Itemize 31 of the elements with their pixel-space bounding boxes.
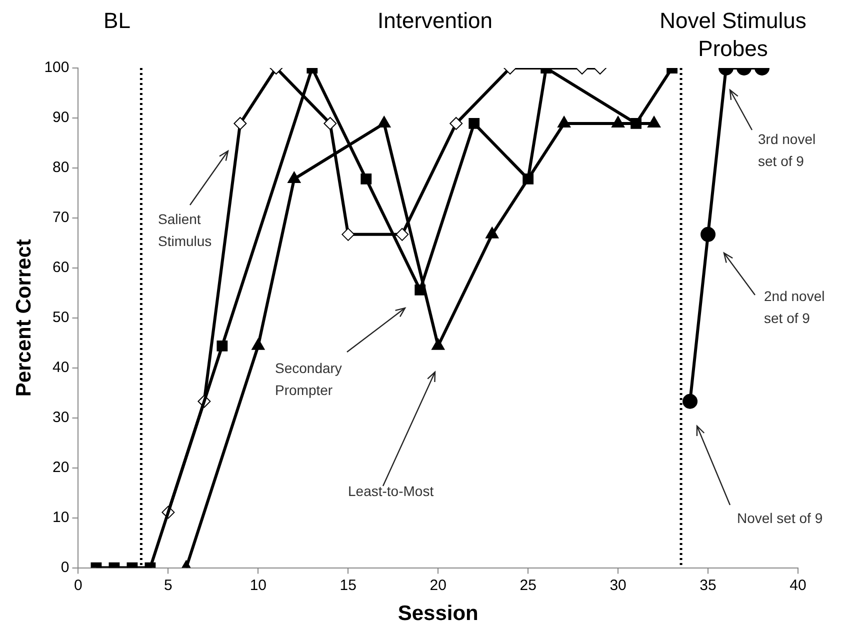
y-tick-label: 50 <box>52 309 70 326</box>
text: Novel Stimulus Probes <box>660 8 806 62</box>
text: Intervention <box>378 8 492 34</box>
x-tick-label: 35 <box>700 576 716 594</box>
y-axis-title: Percent Correct <box>12 239 36 397</box>
y-tick-label: 20 <box>52 458 70 476</box>
y-tick-label: 70 <box>52 209 70 226</box>
annotation: Novel set of 9 <box>737 510 823 526</box>
y-tick-label: 30 <box>52 409 70 426</box>
x-tick-label: 40 <box>790 576 806 594</box>
x-tick-label: 5 <box>164 576 172 594</box>
y-tick-label: 90 <box>52 109 70 126</box>
y-tick-label: 40 <box>52 359 70 376</box>
annotation: Least-to-Most <box>348 482 434 499</box>
annotation: 2nd novel set of 9 <box>764 288 825 326</box>
y-tick-label: 80 <box>52 159 70 176</box>
x-tick-label: 15 <box>340 576 356 594</box>
y-tick-label: 60 <box>52 259 70 276</box>
y-tick-label: 0 <box>60 558 70 576</box>
x-tick-label: 10 <box>250 576 267 594</box>
x-tick-label: 0 <box>74 576 82 594</box>
annotation: Secondary Prompter <box>275 360 342 398</box>
x-tick-label: 30 <box>610 576 626 594</box>
y-tick-label: 10 <box>52 508 70 526</box>
x-tick-label: 20 <box>430 576 446 594</box>
x-tick-label: 25 <box>520 576 536 594</box>
text: BL <box>104 8 130 34</box>
y-tick-label: 100 <box>44 59 70 76</box>
annotation: Salient Stimulus <box>158 210 212 249</box>
annotation: 3rd novel set of 9 <box>758 130 816 169</box>
x-axis-title: Session <box>398 602 478 626</box>
